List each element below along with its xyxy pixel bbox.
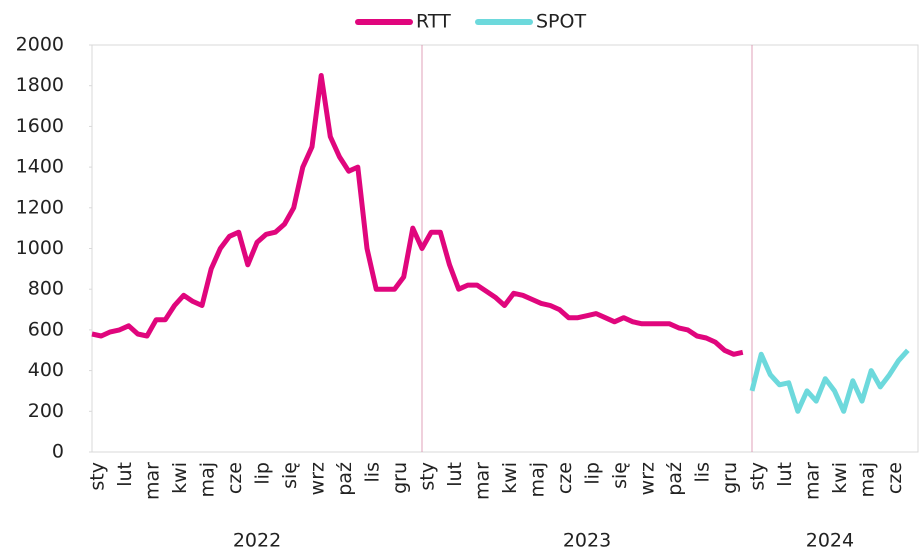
series-line xyxy=(749,348,910,414)
x-tick-label: maj xyxy=(527,462,549,497)
x-tick-label: maj xyxy=(857,462,879,497)
x-tick-label: mar xyxy=(802,462,824,500)
y-tick-label: 1000 xyxy=(16,237,64,259)
x-tick-label: się xyxy=(279,462,301,489)
x-tick-label: lip xyxy=(582,462,604,485)
y-tick-label: 400 xyxy=(28,359,64,381)
x-tick-label: sty xyxy=(417,462,439,491)
x-tick-label: cze xyxy=(884,462,906,494)
x-tick-label: kwi xyxy=(169,462,191,494)
x-tick-label: sty xyxy=(87,462,109,491)
x-tick-label: lut xyxy=(444,462,466,487)
x-tick-label: paź xyxy=(664,462,686,496)
x-tick-label: maj xyxy=(197,462,219,497)
legend-label: SPOT xyxy=(536,11,586,33)
x-tick-label: lip xyxy=(252,462,274,485)
y-tick-label: 1200 xyxy=(16,196,64,218)
plot-frame xyxy=(91,44,919,453)
x-tick-label: lis xyxy=(362,462,384,482)
x-tick-label: sty xyxy=(747,462,769,491)
x-tick-label: kwi xyxy=(499,462,521,494)
y-tick-label: 1600 xyxy=(16,115,64,137)
x-tick-label: mar xyxy=(142,462,164,500)
y-tick-label: 1800 xyxy=(16,74,64,96)
y-tick-label: 800 xyxy=(28,278,64,300)
y-tick-label: 600 xyxy=(28,318,64,340)
x-tick-label: lut xyxy=(774,462,796,487)
x-tick-label: lut xyxy=(114,462,136,487)
x-tick-label: kwi xyxy=(829,462,851,494)
x-tick-label: się xyxy=(609,462,631,489)
y-tick-label: 1400 xyxy=(16,156,64,178)
x-tick-label: gru xyxy=(719,462,741,494)
year-label: 2024 xyxy=(806,530,854,552)
x-tick-label: wrz xyxy=(307,462,329,495)
x-tick-label: wrz xyxy=(637,462,659,495)
x-tick-label: paź xyxy=(334,462,356,496)
y-tick-label: 2000 xyxy=(16,34,64,56)
series-line xyxy=(91,73,744,357)
year-label: 2023 xyxy=(563,530,611,552)
x-tick-label: gru xyxy=(389,462,411,494)
x-tick-label: cze xyxy=(224,462,246,494)
year-label: 2022 xyxy=(233,530,281,552)
x-tick-label: mar xyxy=(472,462,494,500)
y-tick-label: 200 xyxy=(28,400,64,422)
x-tick-label: lis xyxy=(692,462,714,482)
x-tick-label: cze xyxy=(554,462,576,494)
legend-label: RTT xyxy=(416,11,451,33)
y-tick-label: 0 xyxy=(52,441,64,463)
